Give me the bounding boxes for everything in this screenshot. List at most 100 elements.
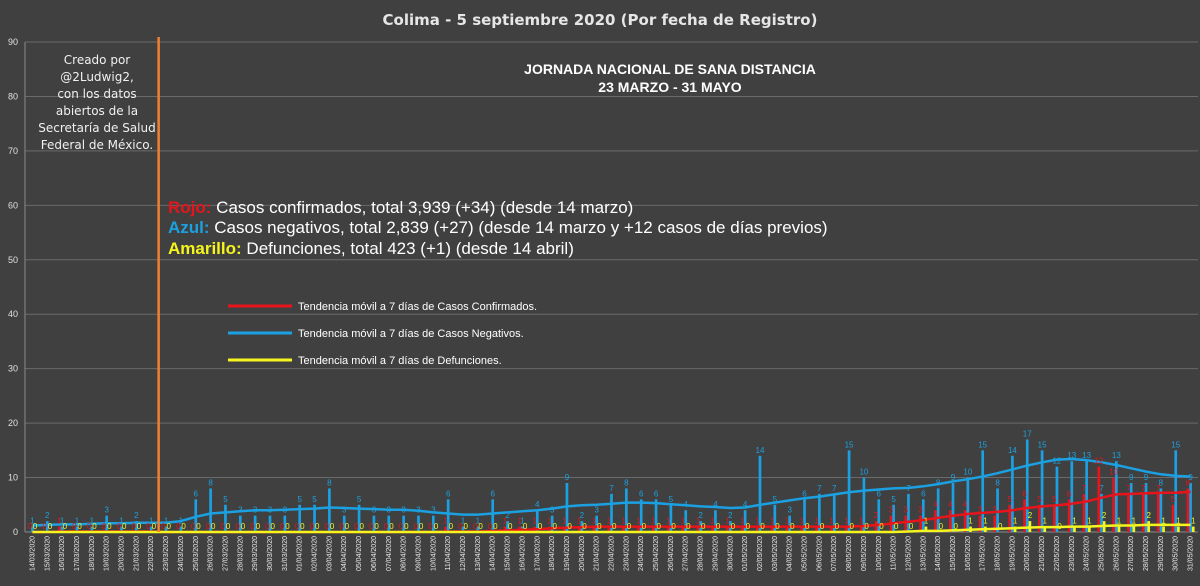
x-tick-label: 24/03/2020	[178, 536, 185, 571]
bar-value-label: 6	[654, 489, 659, 498]
amarillo-line: Amarillo: Defunciones, total 423 (+1) (d…	[168, 239, 574, 258]
bar-value-label: 5	[1052, 495, 1057, 504]
bar	[1144, 483, 1148, 532]
bar	[755, 526, 759, 532]
x-tick-label: 31/03/2020	[282, 536, 289, 571]
bar-value-label: 0	[221, 522, 226, 531]
bar-value-label: 0	[399, 522, 404, 531]
bar	[934, 510, 937, 532]
bar	[1087, 526, 1091, 532]
bar-value-label: 8	[327, 478, 332, 487]
bar	[577, 526, 581, 532]
bar-value-label: 0	[775, 522, 780, 531]
x-tick-label: 20/03/2020	[119, 536, 126, 571]
bar-value-label: 1	[60, 517, 65, 526]
bar-value-label: 1	[983, 517, 988, 526]
bar-value-label: 0	[389, 522, 394, 531]
bar-value-label: 2	[874, 511, 879, 520]
bar-value-label: 5	[312, 495, 317, 504]
credit-line-1: Creado por	[64, 53, 131, 67]
x-tick-label: 02/05/2020	[757, 536, 764, 571]
bar-value-label: 13	[1112, 451, 1121, 460]
bar-value-label: 1	[1087, 517, 1092, 526]
bar-value-label: 6	[921, 489, 926, 498]
bar-value-label: 1	[1117, 517, 1122, 526]
x-tick-label: 18/03/2020	[89, 536, 96, 571]
bar-value-label: 0	[345, 522, 350, 531]
value-labels: 0 010 0 0 0 0 0 0 0 0 0 0 0 0 0 0 0 0 0 0 0 0 0 0 0 010 0 01 1 1 1 1 1 1 1…	[28, 429, 1196, 531]
bar-value-label: 15	[845, 440, 854, 449]
bar-value-label: 1	[636, 517, 641, 526]
bar	[610, 493, 613, 532]
jornada-dates: 23 MARZO - 31 MAYO	[598, 79, 742, 95]
bar-value-label: 2	[1028, 511, 1033, 520]
x-tick-label: 26/03/2020	[208, 536, 215, 571]
jornada-title: JORNADA NACIONAL DE SANA DISTANCIA	[524, 61, 816, 77]
bar-value-label: 0	[458, 522, 463, 531]
bar-value-label: 0	[122, 522, 127, 531]
bar-value-label: 0	[354, 522, 359, 531]
bar-value-label: 1	[164, 517, 169, 526]
amarillo-key: Amarillo:	[168, 239, 242, 258]
bar	[1011, 455, 1014, 532]
bar	[832, 493, 836, 532]
bar-value-label: 5	[891, 495, 896, 504]
x-tick-label: 09/04/2020	[415, 536, 422, 571]
bar-value-label: 6	[1067, 489, 1072, 498]
x-tick-label: 29/04/2020	[712, 536, 719, 571]
x-tick-label: 25/03/2020	[193, 536, 200, 571]
bar-value-label: 1	[814, 517, 819, 526]
bar	[815, 526, 819, 532]
bar-value-label: 0	[87, 522, 92, 531]
bar-value-label: 1	[770, 517, 775, 526]
x-tick-label: 17/05/2020	[980, 536, 987, 571]
bar	[966, 477, 970, 532]
bar-value-label: 1	[924, 517, 929, 526]
bar-value-label: 0	[414, 522, 419, 531]
bar-value-label: 4	[713, 500, 718, 509]
x-tick-label: 20/05/2020	[1024, 536, 1031, 571]
bar-value-label: 1	[725, 517, 730, 526]
bar-value-label: 0	[374, 522, 379, 531]
bar-value-label: 0	[77, 522, 82, 531]
bar	[1067, 499, 1071, 532]
x-tick-label: 30/04/2020	[727, 536, 734, 571]
bar-value-label: 1	[532, 517, 537, 526]
amarillo-text: Defunciones, total 423 (+1) (desde 14 ab…	[242, 239, 574, 258]
x-tick-label: 21/04/2020	[594, 536, 601, 571]
bar-value-label: 2	[728, 511, 733, 520]
bar	[1147, 521, 1151, 532]
bar	[431, 515, 435, 532]
x-tick-label: 04/04/2020	[341, 536, 348, 571]
bar-value-label: 5	[773, 495, 778, 504]
bar-value-label: 0	[820, 522, 825, 531]
azul-key: Azul:	[168, 218, 210, 237]
bar	[800, 526, 804, 532]
bar-value-label: 6	[1022, 489, 1027, 498]
bar-value-label: 0	[285, 522, 290, 531]
bar	[60, 526, 64, 532]
bar	[758, 455, 762, 532]
bar-value-label: 0	[295, 522, 300, 531]
bar	[402, 515, 405, 532]
bar-value-label: 0	[137, 522, 142, 531]
bar-value-label: 0	[324, 522, 329, 531]
bar-value-label: 2	[1102, 511, 1107, 520]
bar-value-label: 12	[1052, 457, 1061, 466]
bar	[951, 483, 955, 532]
bar	[1156, 493, 1160, 532]
bar	[666, 526, 670, 532]
x-tick-label: 16/05/2020	[965, 536, 972, 571]
credit-line-5: Secretaría de Salud	[38, 121, 156, 135]
bar-value-label: 0	[360, 522, 365, 531]
bar-value-label: 10	[1109, 468, 1118, 477]
bar-value-label: 1	[696, 517, 701, 526]
bar-value-label: 0	[671, 522, 676, 531]
bar	[506, 521, 509, 532]
bar-value-label: 1	[503, 517, 508, 526]
bar	[907, 493, 910, 532]
bar-value-label: 4	[684, 500, 689, 509]
bar-value-label: 0	[384, 522, 389, 531]
bar	[1159, 488, 1163, 532]
bar	[45, 521, 49, 532]
